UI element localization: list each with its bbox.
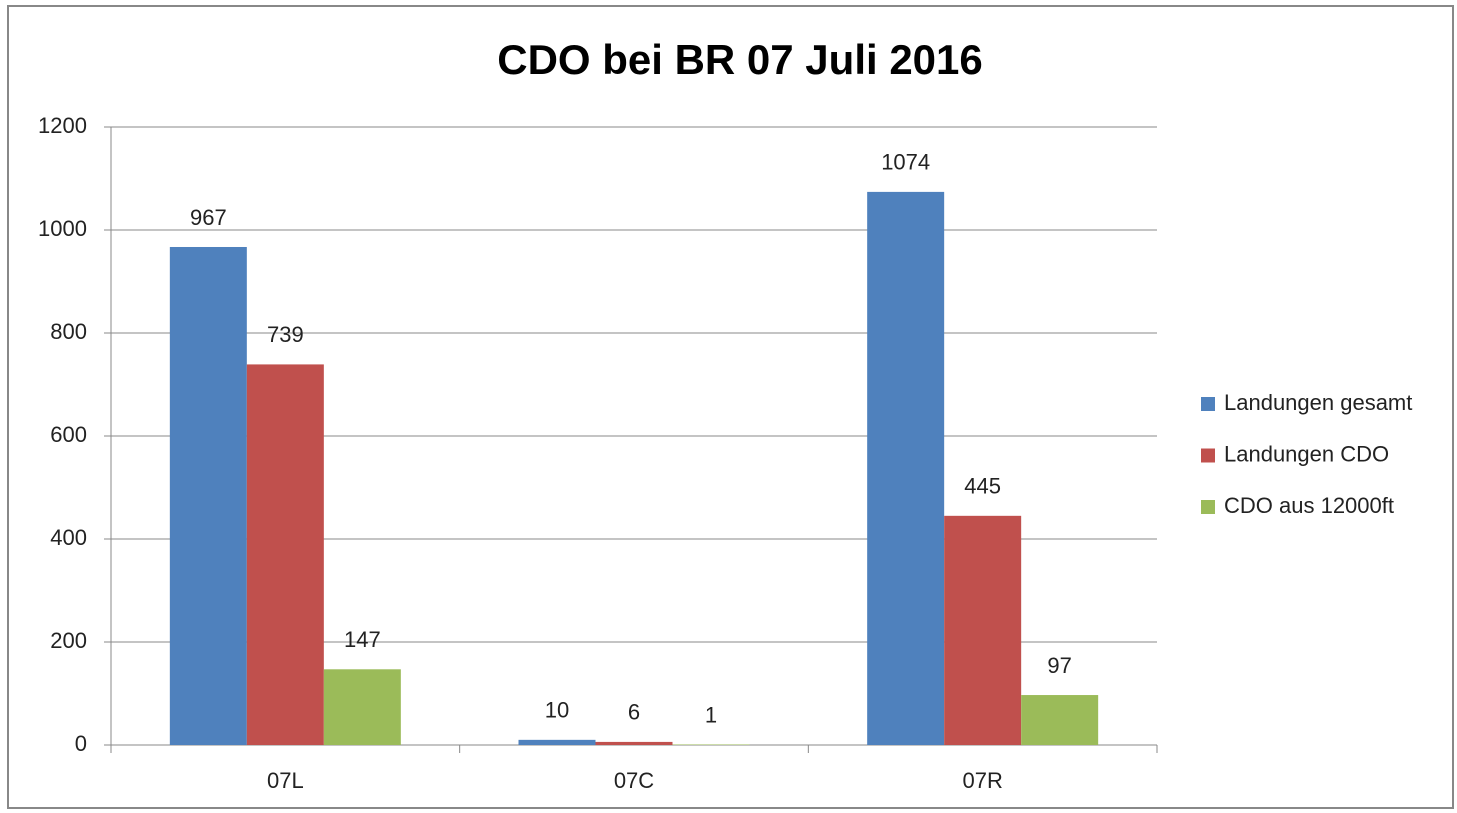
data-label: 445 [964, 474, 1001, 499]
bar [323, 669, 401, 745]
x-tick-label: 07C [614, 768, 654, 793]
bar [672, 744, 750, 745]
legend-swatch [1201, 448, 1215, 463]
bar [1021, 695, 1099, 745]
data-label: 967 [190, 205, 227, 230]
legend-label: Landungen gesamt [1224, 390, 1412, 415]
y-tick-label: 1000 [38, 216, 87, 241]
chart-title: CDO bei BR 07 Juli 2016 [497, 36, 983, 83]
x-tick-label: 07L [267, 768, 304, 793]
data-label: 739 [267, 322, 304, 347]
y-tick-label: 400 [50, 525, 87, 550]
y-tick-label: 600 [50, 422, 87, 447]
data-label: 1 [705, 702, 717, 727]
y-tick-label: 1200 [38, 113, 87, 138]
bar [944, 515, 1022, 745]
legend-label: Landungen CDO [1224, 441, 1389, 466]
bar [518, 739, 596, 745]
data-label: 97 [1047, 653, 1071, 678]
y-tick-label: 200 [50, 628, 87, 653]
data-label: 10 [545, 698, 569, 723]
data-label: 1074 [881, 150, 930, 175]
legend-swatch [1201, 397, 1215, 411]
bar [867, 191, 945, 745]
bar [595, 741, 673, 745]
legend-swatch [1201, 500, 1215, 514]
data-label: 147 [344, 627, 381, 652]
bar [246, 364, 324, 745]
y-tick-label: 0 [75, 731, 87, 756]
data-label: 6 [628, 700, 640, 725]
y-tick-label: 800 [50, 319, 87, 344]
legend-label: CDO aus 12000ft [1224, 493, 1394, 518]
bar [169, 246, 247, 745]
x-tick-label: 07R [962, 768, 1002, 793]
